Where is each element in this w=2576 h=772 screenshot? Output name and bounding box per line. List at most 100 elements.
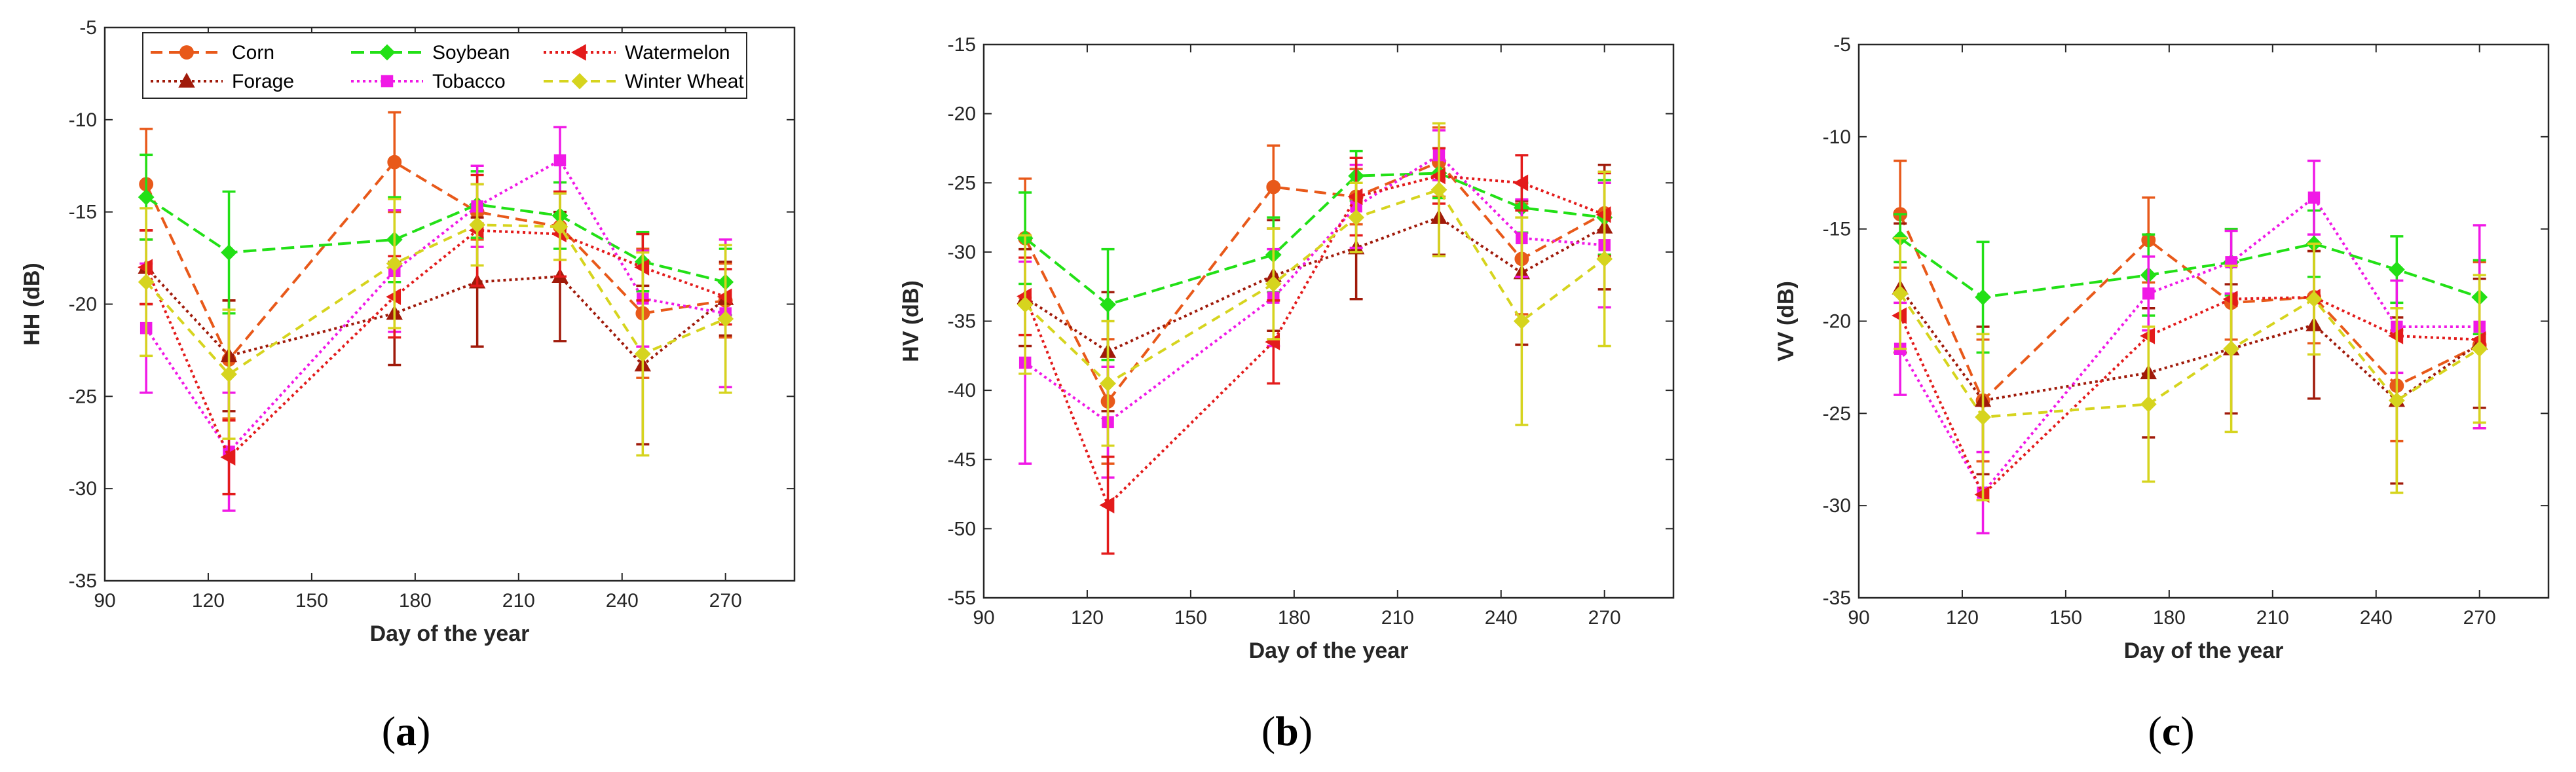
data-point-winter-wheat — [469, 216, 486, 233]
x-tick-label: 210 — [502, 590, 535, 612]
x-tick-label: 240 — [2360, 607, 2393, 629]
legend-label-winter-wheat: Winter Wheat — [625, 71, 744, 92]
data-point-winter-wheat — [1975, 409, 1991, 426]
x-tick-label: 270 — [709, 590, 742, 612]
caption-letter: a — [396, 708, 417, 754]
caption-letter: b — [1275, 708, 1299, 754]
chart-panel-c: 90 120 150 180 210 240 270 -35 -30 -25 -20 -15 -10 -5… — [1774, 34, 2550, 754]
data-point-corn — [1266, 179, 1281, 194]
legend-label-soybean: Soybean — [432, 42, 510, 64]
caption-paren-open: ( — [382, 708, 396, 754]
legend-label-corn: Corn — [232, 42, 274, 64]
legend-box — [142, 32, 747, 99]
y-tick-label: -20 — [1823, 311, 1851, 333]
x-tick-label: 120 — [1946, 607, 1979, 629]
x-tick-label: 180 — [399, 590, 432, 612]
data-point-soybean — [2388, 261, 2405, 278]
data-point-winter-wheat — [551, 218, 569, 235]
y-axis-label: HV (dB) — [899, 280, 924, 362]
x-tick-label: 180 — [2153, 607, 2186, 629]
panel-caption: (b) — [1261, 708, 1313, 754]
data-point-soybean — [138, 189, 155, 206]
legend-marker-forage — [178, 72, 195, 88]
x-tick-label: 150 — [2049, 607, 2082, 629]
y-tick-label: -35 — [948, 311, 976, 333]
data-point-corn — [387, 155, 402, 170]
caption-paren-close: ) — [2180, 708, 2194, 754]
y-tick-label: -30 — [948, 242, 976, 263]
data-point-winter-wheat — [2223, 340, 2240, 358]
legend-label-watermelon: Watermelon — [625, 42, 730, 64]
data-point-soybean — [221, 244, 237, 261]
data-point-winter-wheat — [634, 346, 651, 362]
y-tick-label: -30 — [1823, 495, 1851, 517]
x-tick-label: 150 — [295, 590, 328, 612]
x-axis-label: Day of the year — [370, 621, 530, 646]
x-tick-label: 120 — [192, 590, 225, 612]
y-tick-label: -40 — [948, 380, 976, 401]
data-point-winter-wheat — [1100, 375, 1116, 392]
series-layer — [138, 111, 734, 512]
caption-paren-close: ) — [1299, 708, 1313, 754]
data-point-winter-wheat — [138, 274, 155, 291]
plot-frame — [1857, 43, 2550, 599]
data-point-winter-wheat — [2305, 291, 2323, 308]
y-tick-label: -50 — [948, 518, 976, 540]
data-point-tobacco — [2307, 191, 2321, 204]
panel-caption: (a) — [382, 708, 431, 754]
y-tick-label: -20 — [69, 294, 97, 316]
x-tick-label: 150 — [1174, 607, 1207, 629]
plot-frame — [103, 26, 796, 582]
x-tick-label: 120 — [1071, 607, 1104, 629]
plot-area — [1859, 45, 2548, 598]
data-point-soybean — [1100, 296, 1116, 313]
caption-letter: c — [2162, 708, 2180, 754]
y-tick-label: -35 — [69, 570, 97, 592]
y-axis-label: HH (dB) — [20, 263, 45, 346]
y-tick-label: -55 — [948, 587, 976, 609]
x-tick-label: 90 — [94, 590, 115, 612]
data-point-watermelon — [220, 449, 236, 466]
legend-marker-watermelon — [570, 44, 586, 61]
chart-panel-b: 90 120 150 180 210 240 270 -55 -50 -45 -40 -35 -30 -2… — [899, 34, 1675, 754]
y-tick-label: -15 — [1823, 219, 1851, 240]
caption-paren-close: ) — [417, 708, 430, 754]
y-tick-label: -25 — [1823, 403, 1851, 424]
y-tick-label: -15 — [948, 34, 976, 56]
plot-area — [105, 28, 794, 581]
data-point-tobacco — [2142, 287, 2155, 300]
data-point-watermelon — [1513, 174, 1529, 191]
legend-marker-soybean — [379, 44, 396, 61]
data-point-winter-wheat — [2140, 395, 2157, 413]
data-point-soybean — [1975, 289, 1991, 306]
y-tick-label: -5 — [1833, 34, 1851, 56]
data-point-tobacco — [553, 154, 567, 167]
x-tick-label: 270 — [2463, 607, 2496, 629]
x-tick-label: 240 — [606, 590, 639, 612]
data-point-winter-wheat — [221, 366, 237, 382]
x-tick-label: 240 — [1485, 607, 1518, 629]
data-point-watermelon — [1099, 496, 1115, 514]
x-tick-label: 270 — [1588, 607, 1621, 629]
y-tick-label: -35 — [1823, 587, 1851, 609]
data-point-winter-wheat — [1596, 251, 1613, 267]
y-tick-label: -20 — [948, 103, 976, 125]
legend-label-tobacco: Tobacco — [432, 71, 506, 92]
legend-label-forage: Forage — [232, 71, 294, 92]
series-layer — [1892, 159, 2488, 535]
data-point-winter-wheat — [2388, 392, 2405, 409]
x-axis-label: Day of the year — [1249, 638, 1409, 663]
plot-frame — [982, 43, 1675, 599]
legend-marker-winter-wheat — [571, 73, 588, 90]
data-point-winter-wheat — [1892, 285, 1909, 302]
x-tick-label: 90 — [973, 607, 994, 629]
x-tick-label: 180 — [1278, 607, 1311, 629]
y-tick-label: -10 — [69, 109, 97, 131]
y-tick-label: -45 — [948, 449, 976, 471]
y-tick-label: -5 — [79, 17, 97, 39]
legend: Corn Soybean Watermelon Forage Tobacco Winter… — [142, 32, 747, 99]
data-point-winter-wheat — [1348, 209, 1365, 226]
plot-area — [984, 45, 1673, 598]
caption-paren-open: ( — [1261, 708, 1275, 754]
